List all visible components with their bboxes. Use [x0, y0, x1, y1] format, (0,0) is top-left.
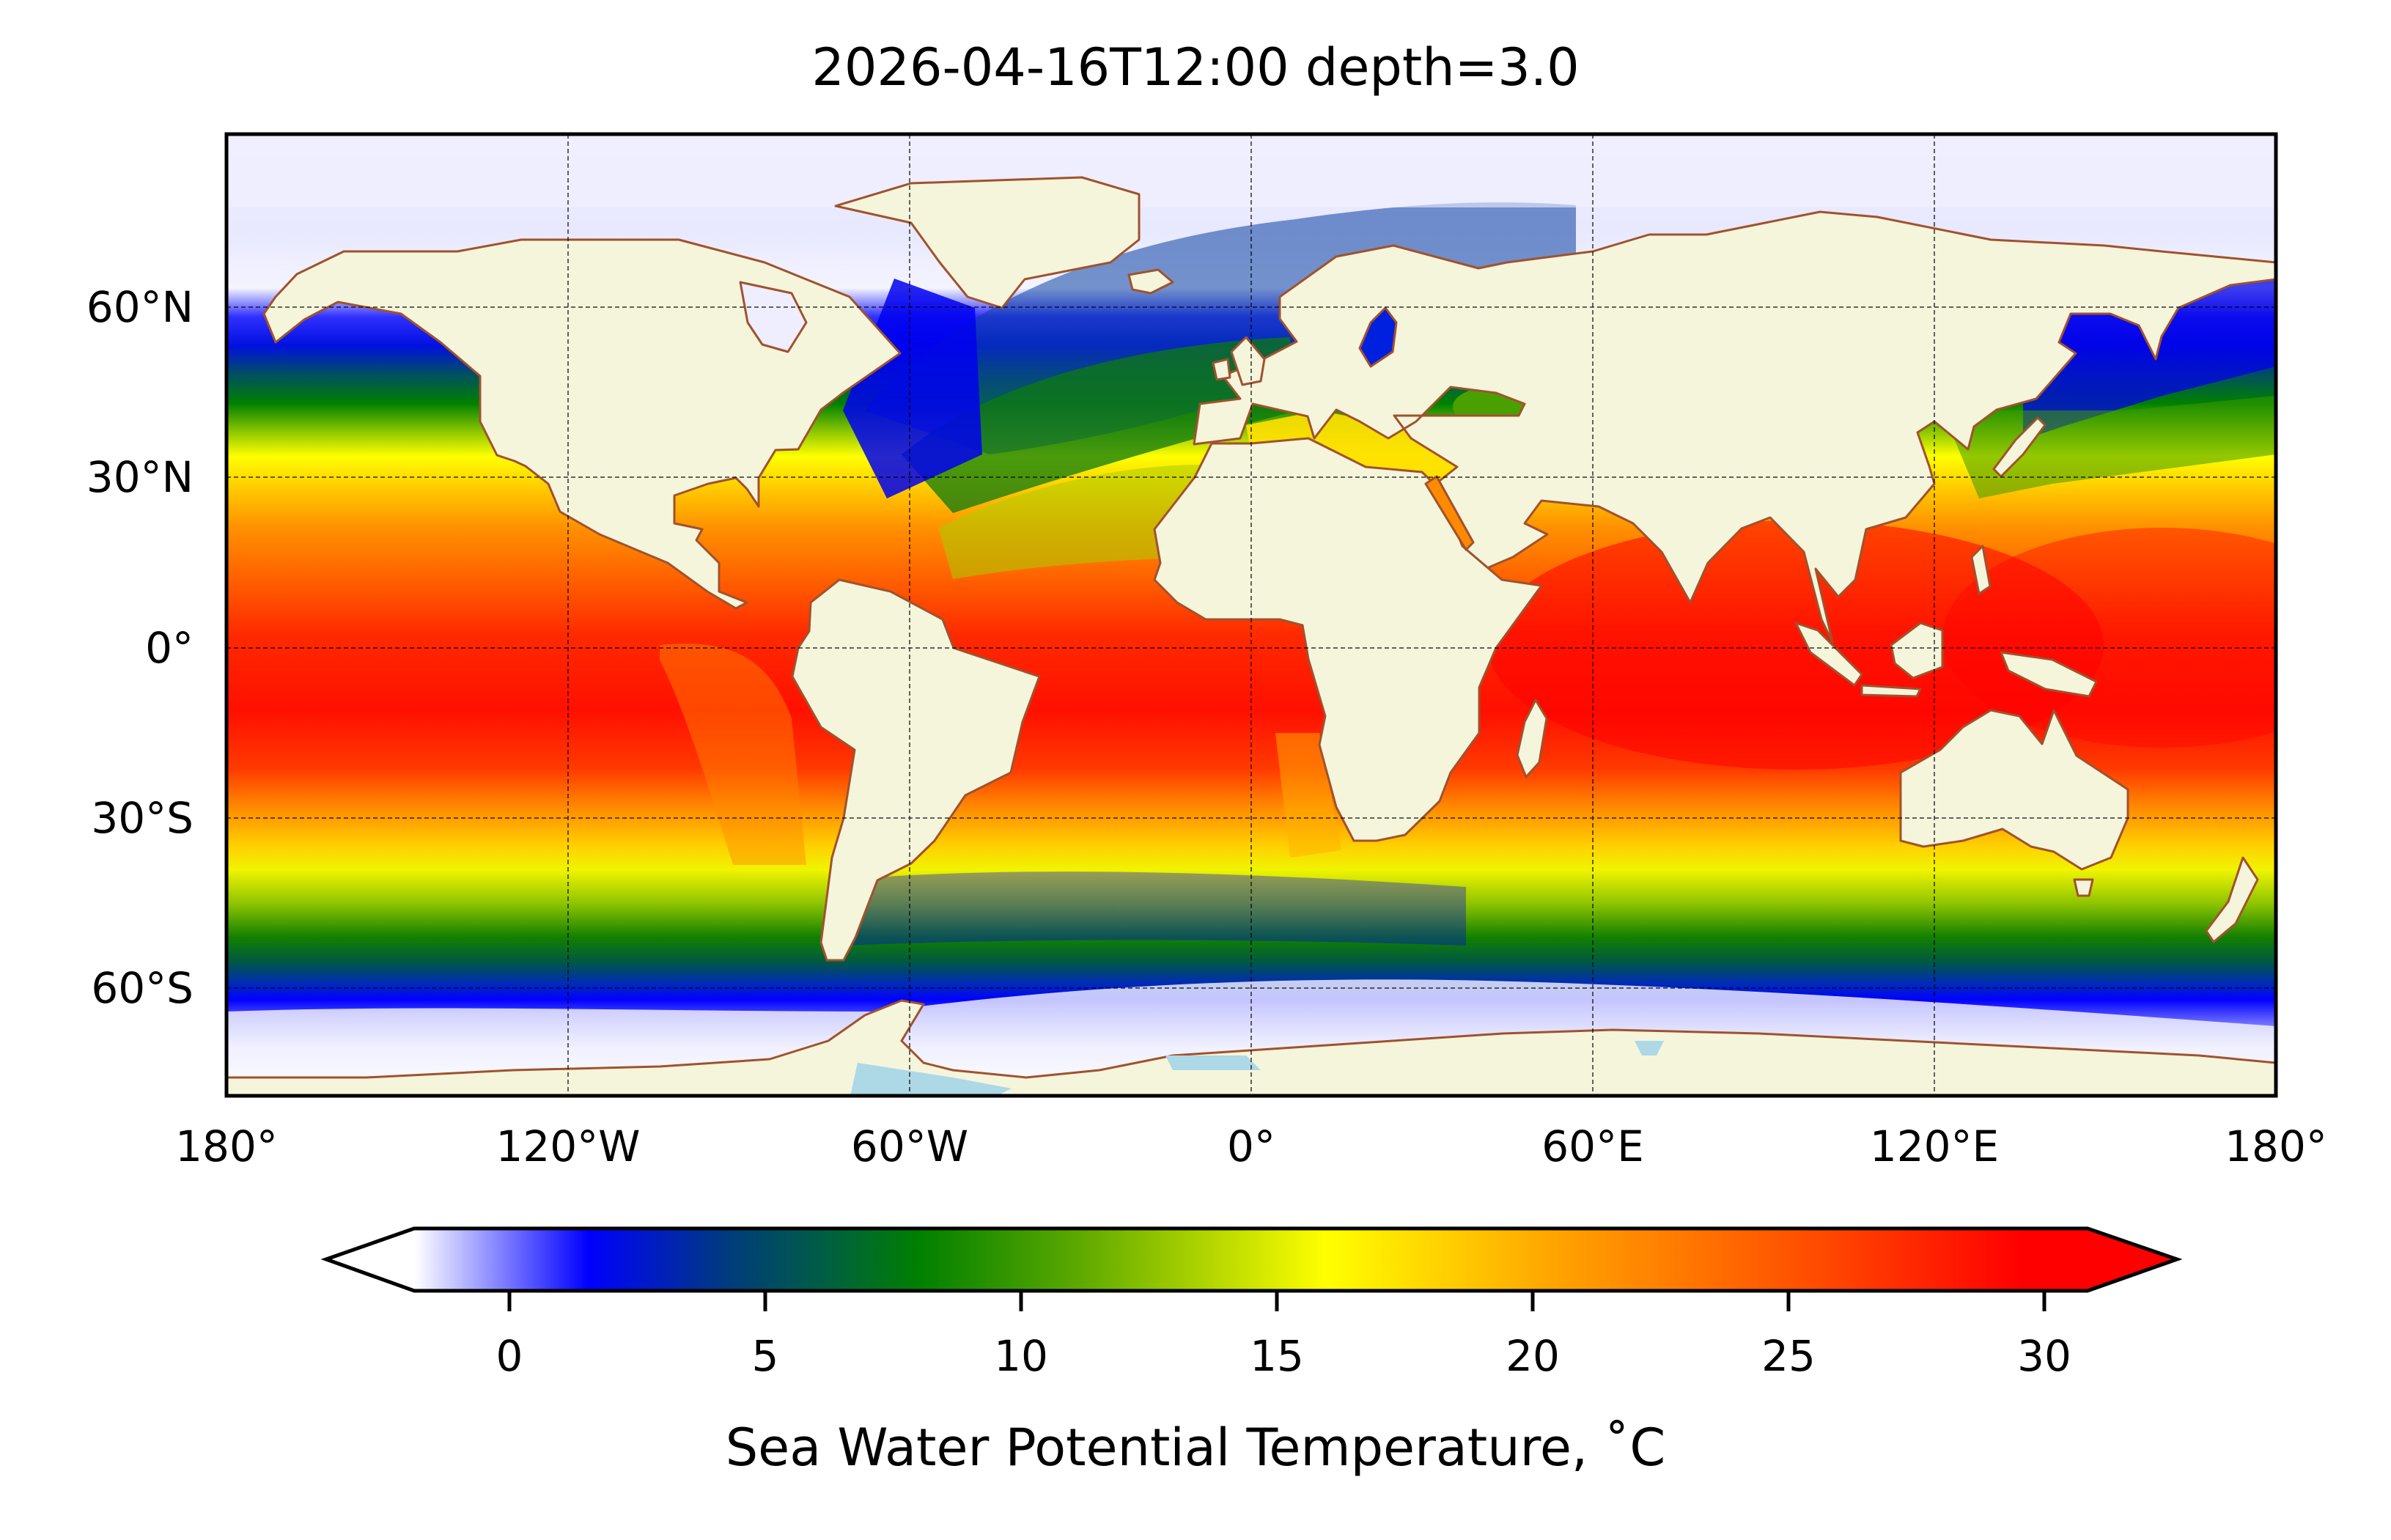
- amery-ice-shelf: [1635, 1041, 1664, 1055]
- lon-label-60e: 60°E: [1541, 1121, 1644, 1171]
- lon-label-60w: 60°W: [850, 1121, 969, 1171]
- new-guinea: [2000, 651, 2098, 698]
- hudson-bay: [739, 281, 808, 353]
- madagascar: [1516, 699, 1548, 778]
- lat-label-equator: 0°: [145, 623, 194, 673]
- lon-label-180e: 180°: [2225, 1121, 2327, 1171]
- colorbar-tick-label: 15: [1250, 1331, 1304, 1381]
- british-isles: [1230, 336, 1266, 386]
- philippines: [1970, 545, 1992, 595]
- lon-label-120e: 120°E: [1869, 1121, 2000, 1171]
- lon-label-120w: 120°W: [495, 1121, 641, 1171]
- red-sea: [1424, 475, 1475, 551]
- colorbar-gradient: [414, 1228, 2088, 1291]
- java: [1860, 684, 1922, 698]
- colorbar: [320, 1226, 2183, 1311]
- colorbar-tick-label: 10: [994, 1331, 1048, 1381]
- sumatra: [1794, 622, 1863, 687]
- borneo: [1890, 622, 1944, 679]
- antarctica: [226, 999, 2276, 1096]
- north-america: [262, 238, 902, 610]
- drake-passage-front: [843, 872, 1466, 946]
- colorbar-tick-label: 25: [1761, 1331, 1816, 1381]
- lon-label-180w: 180°: [175, 1121, 278, 1171]
- map-frame: [224, 132, 2278, 1098]
- new-zealand: [2205, 856, 2259, 943]
- gridlines: [226, 134, 2276, 1096]
- colorbar-outline: [320, 1226, 2183, 1293]
- weddell-ice-shelf: [850, 1063, 1012, 1096]
- humboldt-upwelling: [660, 644, 806, 865]
- colorbar-extend-max: [2088, 1228, 2177, 1291]
- colorbar-tick-label: 0: [495, 1331, 523, 1381]
- plot-title: 2026-04-16T12:00 depth=3.0: [811, 37, 1580, 97]
- map-area[interactable]: [226, 134, 2382, 1096]
- colorbar-tick-label: 20: [1506, 1331, 1560, 1381]
- japan: [1992, 416, 2046, 478]
- indo-pacific-warm-pool: [1488, 520, 2104, 770]
- land-masses: [226, 176, 2276, 1096]
- colorbar-label: Sea Water Potential Temperature, ˚C: [725, 1418, 1666, 1478]
- colorbar-tick-label: 30: [2017, 1331, 2071, 1381]
- lat-label-60n: 60°N: [86, 282, 194, 332]
- lat-label-30n: 30°N: [86, 452, 194, 502]
- lon-label-0: 0°: [1227, 1121, 1275, 1171]
- south-america: [791, 578, 1041, 962]
- greenland: [834, 176, 1141, 309]
- baltic-sea: [1358, 306, 1398, 368]
- ireland: [1212, 358, 1231, 381]
- colorbar-tick-label: 5: [751, 1331, 779, 1381]
- western-pacific-warm-pool: [1942, 528, 2276, 748]
- north-atlantic-drift: [902, 337, 1297, 513]
- lat-label-30s: 30°S: [91, 793, 194, 843]
- colorbar-extend-min: [326, 1228, 414, 1291]
- colorbar-ticks: [507, 1291, 2046, 1311]
- lat-label-60s: 60°S: [91, 963, 194, 1013]
- kuroshio-front: [1942, 396, 2276, 498]
- tasmania: [2073, 878, 2094, 897]
- ross-ice-shelf: [1165, 1055, 1261, 1070]
- iceland: [1127, 268, 1174, 295]
